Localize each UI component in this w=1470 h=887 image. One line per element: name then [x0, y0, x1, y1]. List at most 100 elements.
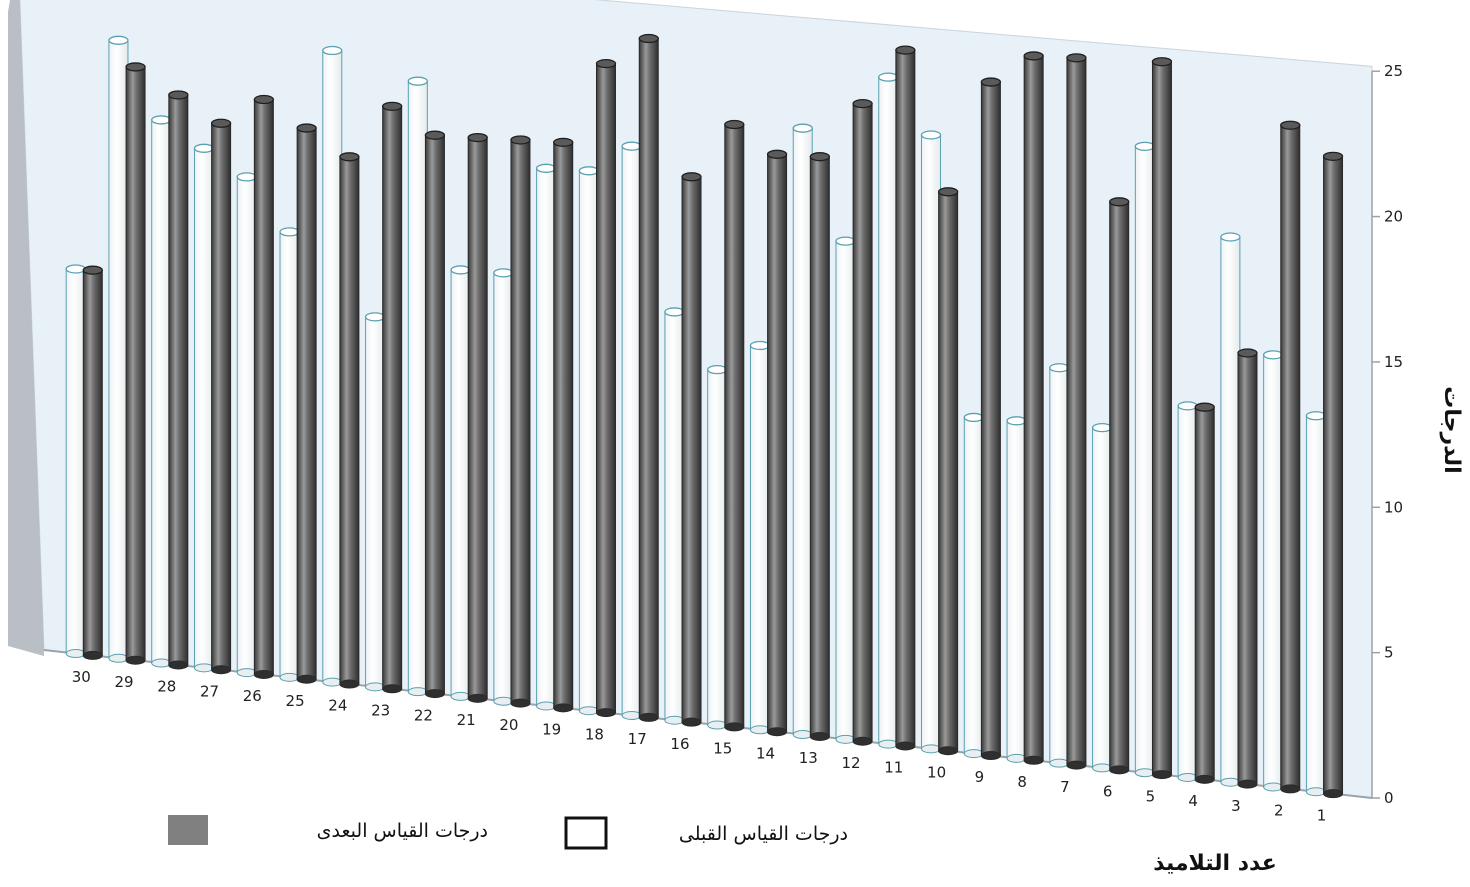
x-tick-label: 17: [628, 730, 647, 748]
bar-pre-base: [65, 649, 86, 659]
bar-pre-cap: [364, 312, 386, 322]
bar-pre-base: [1006, 753, 1027, 763]
bar-post-cap: [724, 119, 745, 130]
bar-post-cap: [210, 118, 232, 128]
x-tick-label: 9: [975, 768, 985, 786]
bar-pre-cap: [707, 365, 728, 375]
bar-post-cap: [681, 172, 702, 182]
bar-post-cap: [467, 132, 488, 143]
bar-pre: [963, 416, 984, 755]
bar-pre-cap: [792, 123, 813, 133]
bar-post-cap: [1194, 402, 1215, 412]
x-tick-label: 1: [1317, 806, 1327, 824]
bar-post: [938, 191, 959, 752]
bar-pre-cap: [1263, 350, 1284, 360]
bar-post-base: [467, 693, 488, 703]
bar-pre-base: [108, 653, 129, 663]
bar-pre: [1305, 415, 1326, 793]
bar-post-base: [253, 669, 274, 679]
bar-pre-cap: [535, 163, 557, 173]
bar-pre-cap: [279, 227, 300, 237]
bar-post-cap: [1237, 348, 1258, 358]
bar-pre-cap: [1305, 411, 1327, 421]
bar-pre: [1220, 236, 1241, 783]
bar-post: [1066, 57, 1087, 766]
bar-post-cap: [1151, 57, 1173, 67]
bar-pre-base: [963, 749, 984, 759]
bars: [65, 33, 1344, 799]
bar-post: [1237, 352, 1258, 785]
bar-post: [724, 124, 745, 728]
bar-post-base: [125, 655, 146, 665]
bar-post-cap: [168, 90, 189, 100]
bar-post: [125, 66, 146, 661]
x-tick-label: 22: [414, 706, 433, 724]
bar-pre: [236, 176, 257, 674]
bar-post: [510, 139, 531, 704]
x-tick-label: 6: [1103, 783, 1113, 801]
legend: درجات القياس البعدى درجات القياس القبلى: [168, 815, 848, 850]
x-tick-label: 24: [328, 697, 347, 715]
x-tick-label: 30: [72, 668, 91, 686]
bar-pre: [279, 231, 300, 678]
x-tick-label: 25: [286, 692, 305, 710]
legend-swatch-pre: [564, 816, 608, 850]
bar-pre-base: [493, 696, 514, 706]
x-tick-label: 23: [371, 702, 390, 720]
bar-post: [595, 63, 616, 714]
bar-pre-cap: [1049, 363, 1070, 373]
legend-label-post: درجات القياس البعدى: [317, 820, 488, 842]
y-tick-label: 15: [1384, 353, 1403, 371]
bar-pre-cap: [920, 130, 942, 140]
bar-post-base: [339, 679, 360, 689]
bar-pre-base: [365, 682, 386, 692]
bar-post-base: [82, 650, 103, 660]
bar-pre-base: [322, 677, 343, 687]
bar-pre-base: [921, 744, 942, 754]
bar-pre-cap: [407, 76, 428, 86]
bar-pre-base: [792, 730, 813, 740]
x-tick-label: 18: [585, 725, 604, 743]
legend-label-pre: درجات القياس القبلى: [679, 823, 848, 845]
y-axis-title: الدرجات: [1439, 386, 1464, 473]
bar-post-base: [424, 689, 445, 699]
bar-pre-cap: [151, 115, 172, 125]
bar-pre: [1263, 354, 1284, 788]
bar-post-cap: [296, 123, 317, 133]
x-tick-label: 26: [243, 687, 262, 705]
bar-pre-cap: [963, 412, 984, 423]
bar-pre: [1177, 405, 1198, 778]
x-tick-label: 12: [841, 754, 860, 772]
bar-post: [638, 38, 659, 718]
bar-post: [895, 49, 916, 747]
y-tick-label: 10: [1384, 498, 1403, 516]
bar-pre: [1049, 367, 1070, 764]
x-tick-label: 29: [114, 673, 133, 691]
bar-pre-cap: [108, 35, 129, 45]
bar-post-cap: [937, 187, 959, 197]
bar-pre-base: [1177, 772, 1198, 782]
bar-post: [253, 99, 274, 675]
bar-pre: [664, 311, 685, 721]
bar-post: [1194, 406, 1215, 780]
y-axis: 0 5 10 15 20 25: [1371, 62, 1403, 807]
x-tick-label: 2: [1274, 802, 1284, 820]
bar-post-base: [938, 746, 959, 756]
bar-pre: [108, 39, 129, 659]
bar-pre: [193, 147, 214, 669]
bar-post: [1023, 55, 1044, 761]
bar-pre: [749, 344, 770, 731]
bar-pre-cap: [1177, 401, 1198, 411]
bar-pre: [1006, 420, 1027, 759]
bar-pre-base: [749, 725, 770, 735]
bar-post-base: [553, 703, 574, 713]
bar-post-base: [296, 674, 317, 684]
bar-post-cap: [510, 135, 531, 145]
bar-pre-base: [151, 658, 172, 668]
bar-pre-base: [835, 734, 856, 744]
bar-post: [980, 81, 1001, 757]
bar-pre-base: [1092, 763, 1113, 773]
bar-pre-cap: [450, 265, 471, 275]
bar-pre: [151, 119, 172, 664]
